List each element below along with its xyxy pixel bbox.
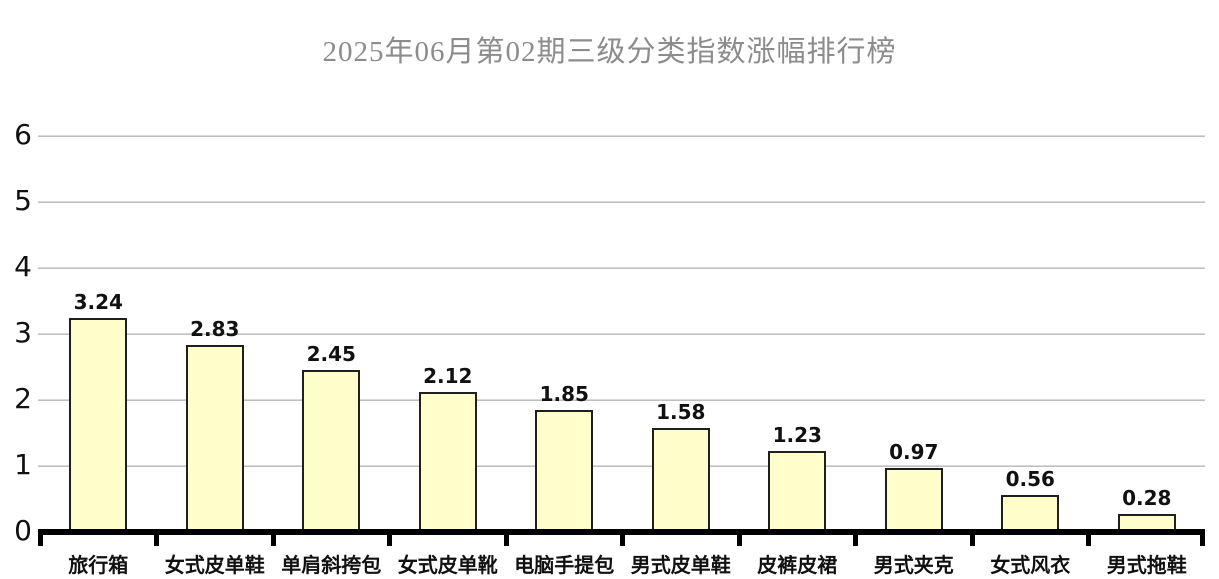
category-label: 皮裤皮裙 [757, 553, 838, 577]
bar [418, 392, 477, 532]
bar [884, 467, 943, 532]
chart-title: 2025年06月第02期三级分类指数涨幅排行榜 [322, 36, 897, 68]
category-label: 女式皮单鞋 [164, 553, 265, 577]
category-label: 男式夹克 [873, 553, 954, 577]
category-label: 旅行箱 [68, 553, 129, 577]
x-axis-tick [853, 529, 858, 546]
y-tick-label: 2 [14, 381, 32, 415]
gridline [38, 267, 1205, 269]
bar-value-label: 1.58 [656, 399, 706, 424]
bar [185, 345, 244, 532]
category-label: 男式皮单鞋 [630, 553, 731, 577]
y-tick-label: 4 [14, 249, 32, 283]
bar-value-label: 2.83 [190, 317, 240, 342]
gridline [38, 333, 1205, 335]
x-axis-tick [736, 529, 742, 546]
bar-value-label: 2.45 [306, 342, 356, 367]
bar-value-label: 2.12 [423, 364, 473, 389]
category-label: 单肩斜挎包 [281, 553, 382, 577]
bar [1001, 495, 1060, 532]
bar [302, 370, 361, 532]
y-tick-label: 1 [14, 447, 32, 481]
bar-value-label: 1.23 [772, 422, 822, 447]
x-axis-tick [1086, 529, 1091, 546]
bar [768, 450, 827, 532]
category-label: 女式皮单靴 [397, 553, 498, 577]
gridline [38, 135, 1205, 137]
gridline [38, 201, 1205, 203]
bar [651, 427, 710, 532]
bar-value-label: 0.28 [1122, 485, 1172, 510]
x-axis-tick [270, 529, 276, 546]
category-label: 女式风衣 [990, 553, 1071, 577]
x-axis-tick [503, 529, 509, 546]
bar-value-label: 0.97 [889, 439, 939, 464]
x-axis-tick [387, 529, 392, 546]
bar [69, 318, 128, 532]
gridline [38, 465, 1205, 467]
x-axis-tick [38, 529, 43, 546]
y-tick-label: 3 [14, 315, 32, 349]
y-tick-label: 5 [14, 183, 32, 217]
x-axis-tick [1200, 529, 1205, 546]
x-axis-tick [154, 529, 159, 546]
y-tick-label: 0 [14, 513, 32, 547]
bar [535, 409, 594, 532]
category-label: 电脑手提包 [514, 553, 615, 577]
y-tick-label: 6 [14, 117, 32, 151]
x-axis-tick [969, 529, 975, 546]
category-label: 男式拖鞋 [1106, 553, 1187, 577]
bar-value-label: 3.24 [73, 290, 123, 315]
bar-value-label: 1.85 [539, 381, 589, 406]
gridline [38, 399, 1205, 401]
x-axis-tick [620, 529, 625, 546]
bar-value-label: 0.56 [1005, 467, 1055, 492]
